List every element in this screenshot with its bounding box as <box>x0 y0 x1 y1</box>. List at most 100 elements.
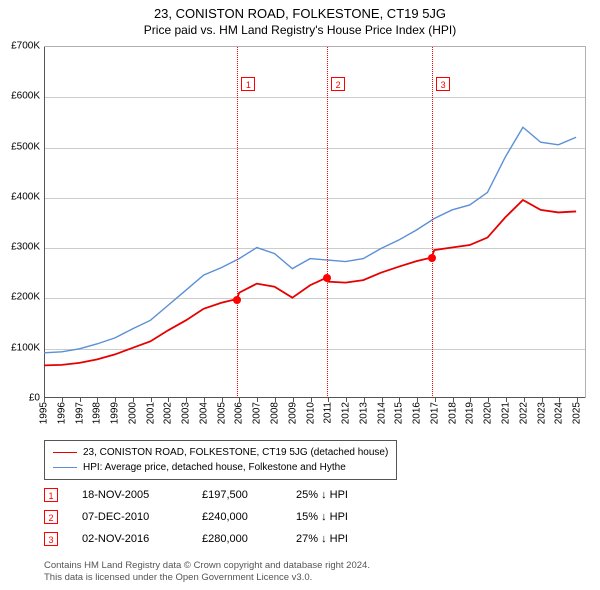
sale-vline <box>432 47 433 398</box>
x-tick <box>239 398 240 402</box>
x-tick-label: 2012 <box>341 402 352 424</box>
x-tick-label: 2011 <box>323 402 334 424</box>
legend-row: 23, CONISTON ROAD, FOLKESTONE, CT19 5JG … <box>53 445 388 460</box>
x-tick-label: 1997 <box>74 402 85 424</box>
x-tick <box>44 398 45 402</box>
x-tick-label: 2024 <box>554 402 565 424</box>
sale-marker-box: 2 <box>331 77 345 91</box>
x-tick-label: 1996 <box>56 402 67 424</box>
x-tick-label: 2008 <box>270 402 281 424</box>
x-tick <box>470 398 471 402</box>
x-tick <box>506 398 507 402</box>
x-tick <box>186 398 187 402</box>
x-tick <box>559 398 560 402</box>
x-tick-label: 2013 <box>358 402 369 424</box>
chart-subtitle: Price paid vs. HM Land Registry's House … <box>0 21 600 43</box>
transaction-delta: 27% ↓ HPI <box>296 533 386 545</box>
transaction-date: 02-NOV-2016 <box>82 533 178 545</box>
y-tick-label: £700K <box>2 41 40 52</box>
x-tick <box>364 398 365 402</box>
sale-point <box>233 296 241 304</box>
y-tick-label: £200K <box>2 292 40 303</box>
y-tick-label: £300K <box>2 242 40 253</box>
x-tick-label: 2004 <box>198 402 209 424</box>
legend-swatch <box>53 452 77 453</box>
transaction-delta: 25% ↓ HPI <box>296 489 386 501</box>
legend-row: HPI: Average price, detached house, Folk… <box>53 460 388 475</box>
x-tick-label: 2001 <box>145 402 156 424</box>
x-tick <box>257 398 258 402</box>
x-tick <box>577 398 578 402</box>
x-tick <box>293 398 294 402</box>
x-tick-label: 2017 <box>429 402 440 424</box>
x-tick-label: 2003 <box>181 402 192 424</box>
chart-plot-area: 123 <box>44 46 586 398</box>
x-tick <box>151 398 152 402</box>
sale-point <box>428 254 436 262</box>
y-tick-label: £0 <box>2 393 40 404</box>
x-tick-label: 2014 <box>376 402 387 424</box>
x-tick-label: 1995 <box>39 402 50 424</box>
x-tick-label: 2020 <box>483 402 494 424</box>
x-tick-label: 2000 <box>127 402 138 424</box>
x-tick-label: 2002 <box>163 402 174 424</box>
x-tick <box>488 398 489 402</box>
transaction-price: £197,500 <box>202 489 272 501</box>
x-tick-label: 2009 <box>287 402 298 424</box>
x-tick <box>62 398 63 402</box>
transaction-table: 1 18-NOV-2005 £197,500 25% ↓ HPI 2 07-DEC-201… <box>44 484 386 550</box>
x-tick <box>80 398 81 402</box>
x-tick <box>328 398 329 402</box>
transaction-marker: 1 <box>44 488 58 502</box>
legend-label: HPI: Average price, detached house, Folk… <box>83 460 346 475</box>
transaction-marker: 2 <box>44 510 58 524</box>
x-tick-label: 2022 <box>518 402 529 424</box>
y-tick-label: £600K <box>2 91 40 102</box>
footer-line-1: Contains HM Land Registry data © Crown c… <box>44 560 586 572</box>
x-tick <box>204 398 205 402</box>
chart-title: 23, CONISTON ROAD, FOLKESTONE, CT19 5JG <box>0 0 600 21</box>
transaction-price: £280,000 <box>202 533 272 545</box>
x-tick-label: 1999 <box>110 402 121 424</box>
chart-lines <box>44 47 585 398</box>
x-tick-label: 2010 <box>305 402 316 424</box>
legend: 23, CONISTON ROAD, FOLKESTONE, CT19 5JG … <box>44 440 397 480</box>
x-tick <box>524 398 525 402</box>
x-tick-label: 2006 <box>234 402 245 424</box>
x-tick <box>346 398 347 402</box>
x-tick <box>453 398 454 402</box>
x-tick <box>311 398 312 402</box>
x-tick-label: 2019 <box>465 402 476 424</box>
transaction-date: 18-NOV-2005 <box>82 489 178 501</box>
x-tick <box>399 398 400 402</box>
x-tick-label: 2023 <box>536 402 547 424</box>
series-line <box>44 127 576 353</box>
transaction-marker: 3 <box>44 532 58 546</box>
sale-marker-box: 3 <box>436 77 450 91</box>
x-tick-label: 2015 <box>394 402 405 424</box>
x-tick <box>275 398 276 402</box>
y-tick-label: £100K <box>2 342 40 353</box>
transaction-price: £240,000 <box>202 511 272 523</box>
series-line <box>44 200 576 365</box>
x-tick-label: 2016 <box>412 402 423 424</box>
x-tick <box>542 398 543 402</box>
transaction-date: 07-DEC-2010 <box>82 511 178 523</box>
x-tick <box>168 398 169 402</box>
sale-vline <box>327 47 328 398</box>
x-tick-label: 2025 <box>572 402 583 424</box>
x-tick-label: 2005 <box>216 402 227 424</box>
x-tick <box>435 398 436 402</box>
x-tick <box>222 398 223 402</box>
sale-point <box>323 274 331 282</box>
sale-vline <box>237 47 238 398</box>
transaction-delta: 15% ↓ HPI <box>296 511 386 523</box>
x-tick <box>133 398 134 402</box>
y-tick-label: £500K <box>2 141 40 152</box>
transaction-row: 1 18-NOV-2005 £197,500 25% ↓ HPI <box>44 484 386 506</box>
footer-line-2: This data is licensed under the Open Gov… <box>44 572 586 584</box>
x-tick <box>115 398 116 402</box>
x-tick-label: 1998 <box>92 402 103 424</box>
x-tick <box>97 398 98 402</box>
x-tick <box>417 398 418 402</box>
